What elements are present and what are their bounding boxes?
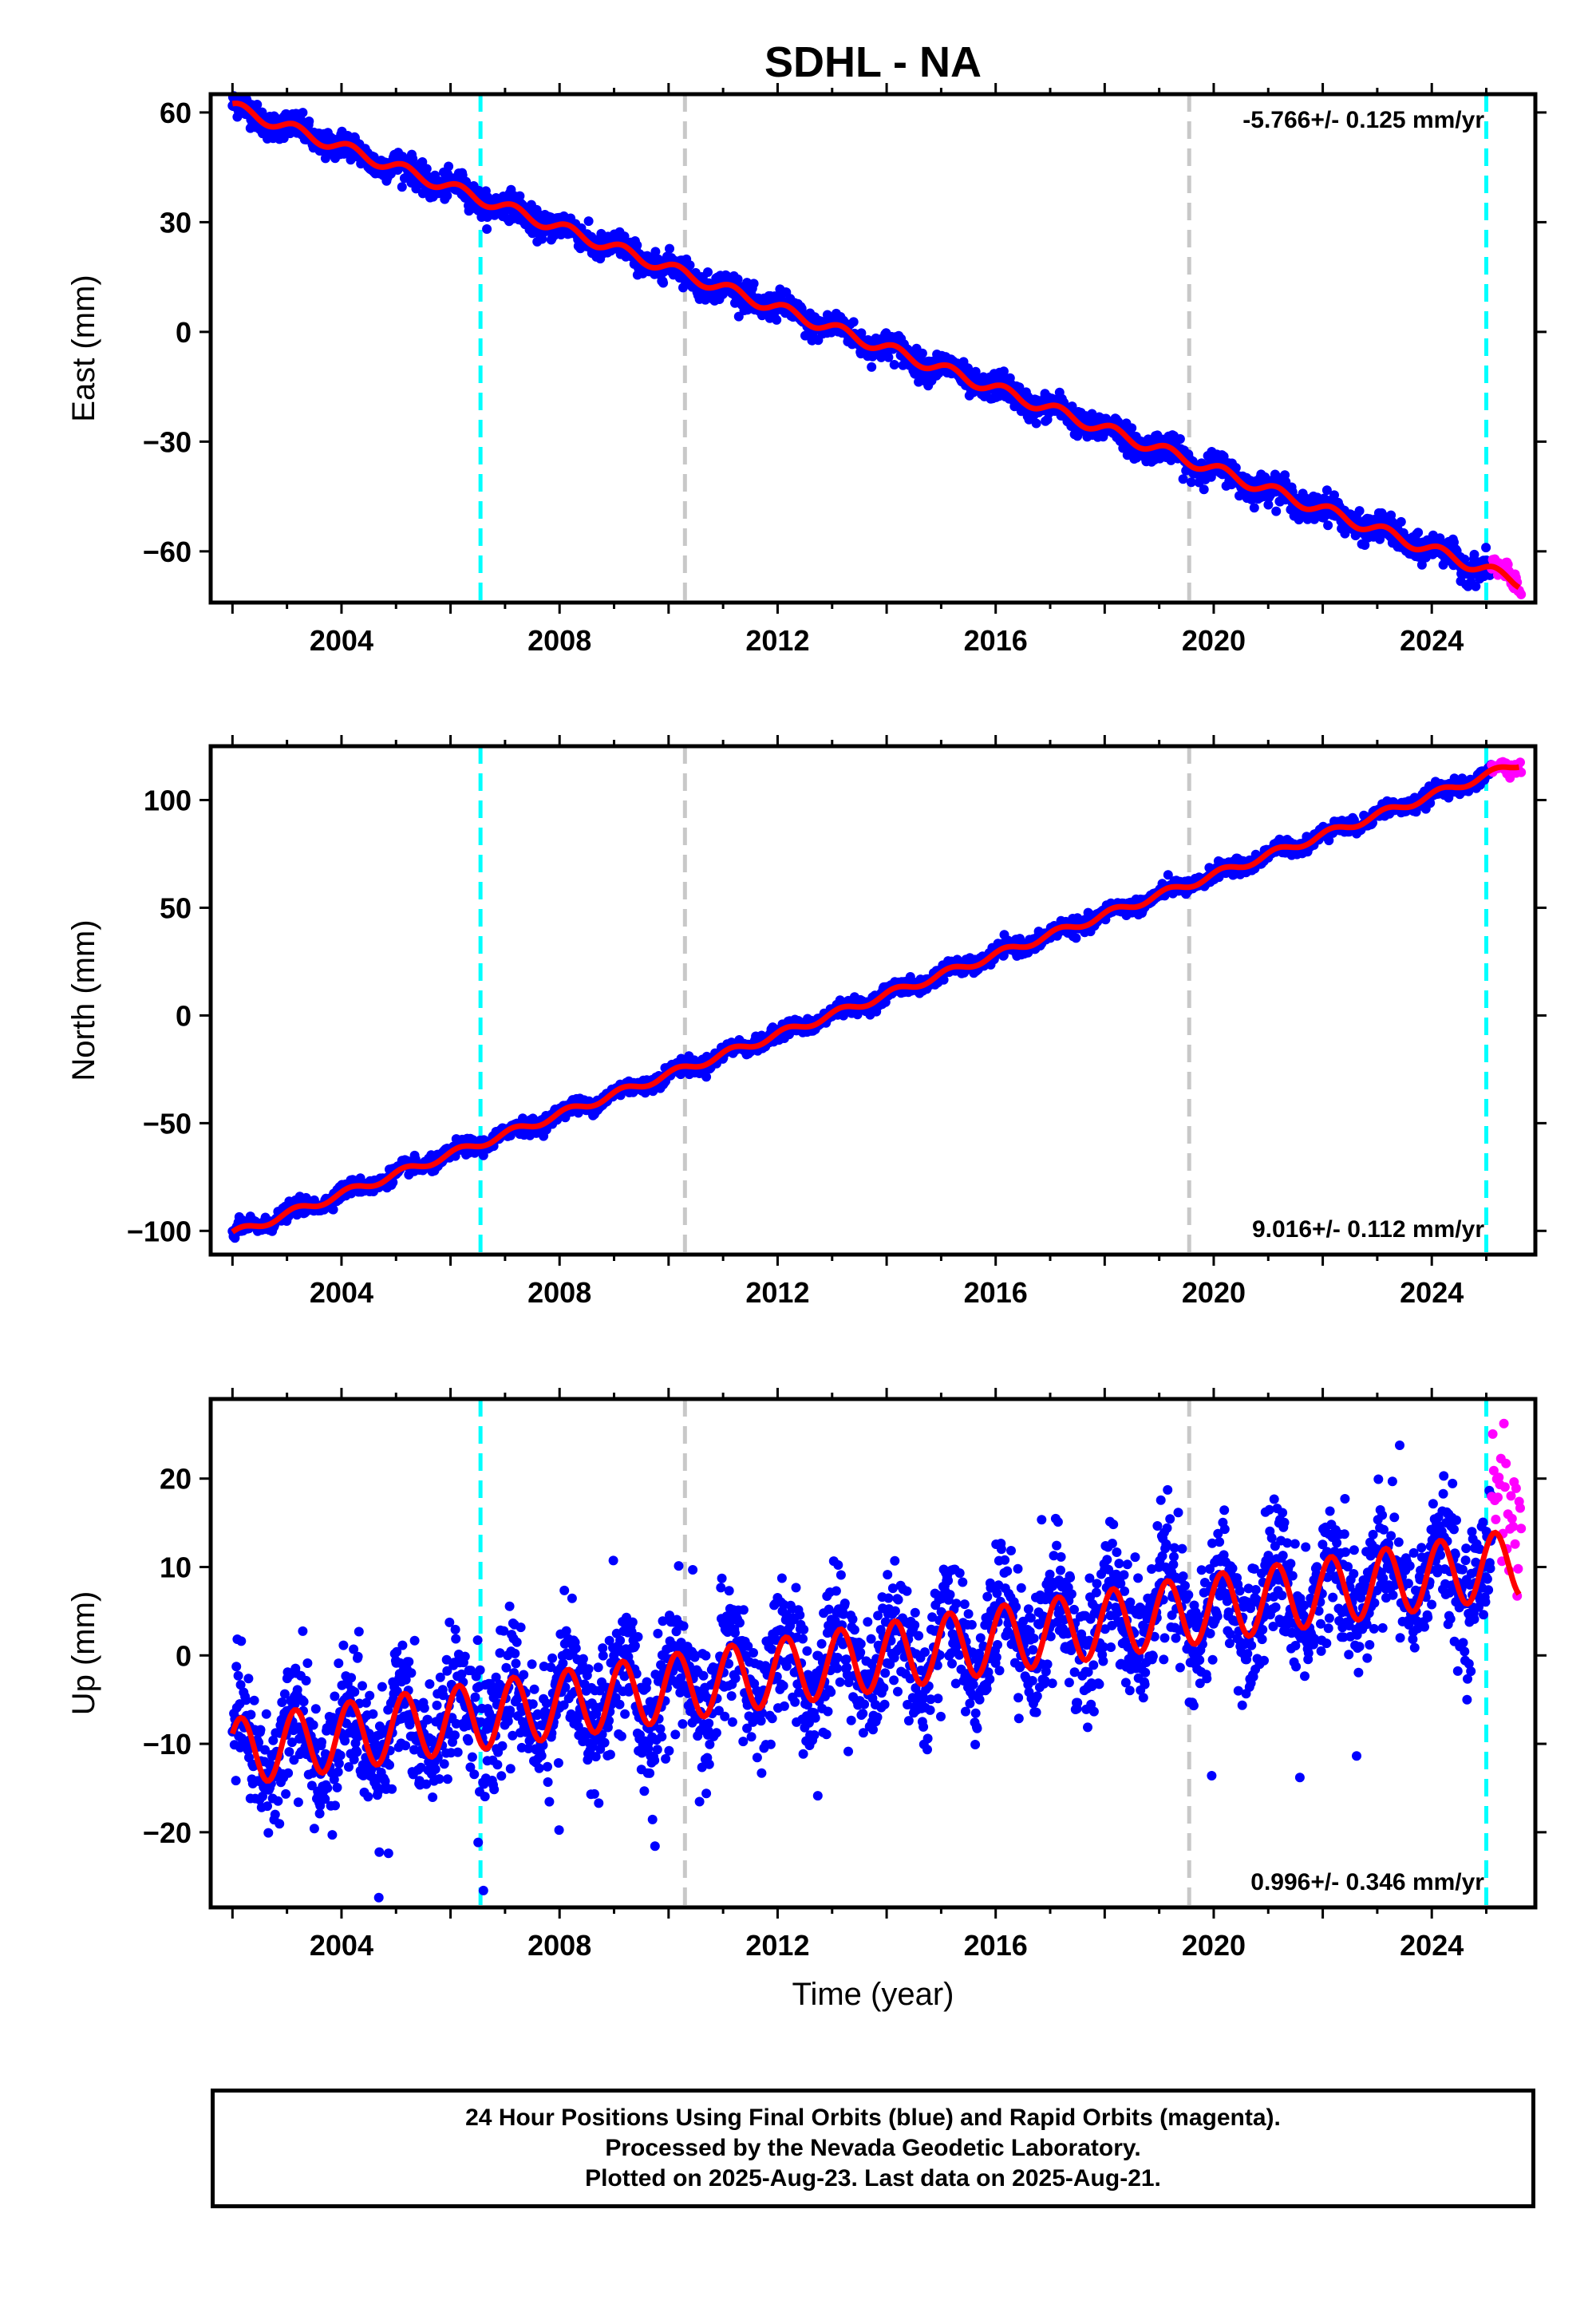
east-final-orbit-point	[1175, 434, 1185, 444]
north-final-orbit-point	[1071, 933, 1081, 943]
east-final-orbit-point	[1031, 418, 1041, 429]
east-final-orbit-point	[298, 108, 308, 118]
east-final-orbit-point	[252, 100, 263, 109]
east-final-orbit-point	[917, 348, 927, 358]
east-final-orbit-point	[749, 279, 759, 289]
east-final-orbit-point	[1127, 423, 1137, 433]
east-x-tick-label: 2016	[964, 624, 1028, 657]
east-axis-label: East (mm)	[66, 275, 101, 421]
east-final-orbit-point	[772, 314, 782, 325]
east-y-tick-label: −60	[143, 536, 192, 568]
east-final-orbit-point	[1199, 484, 1209, 495]
north-final-orbit-point	[701, 1072, 712, 1082]
east-final-orbit-point	[482, 224, 492, 234]
east-final-orbit-point	[1481, 543, 1491, 553]
east-final-orbit-point	[537, 234, 547, 244]
east-final-orbit-point	[632, 240, 642, 251]
east-final-orbit-point	[442, 191, 452, 201]
east-final-orbit-point	[417, 157, 428, 167]
east-final-orbit-point	[685, 260, 695, 271]
east-final-orbit-point	[397, 182, 407, 192]
east-final-orbit-point	[583, 216, 594, 227]
east-final-orbit-point	[889, 360, 899, 370]
east-x-tick-label: 2024	[1400, 624, 1464, 657]
east-final-orbit-point	[421, 164, 432, 174]
east-final-orbit-point	[658, 278, 669, 288]
east-final-orbit-point	[1271, 506, 1282, 516]
east-final-orbit-point	[1323, 520, 1333, 531]
figure-title: SDHL - NA	[764, 38, 982, 86]
east-final-orbit-point	[304, 117, 314, 126]
east-x-tick-label: 2020	[1182, 624, 1246, 657]
east-x-tick-label: 2004	[310, 624, 373, 657]
east-final-orbit-point	[703, 267, 713, 277]
east-rapid-orbit-point	[1516, 589, 1527, 599]
east-final-orbit-point	[848, 317, 859, 327]
east-final-orbit-point	[733, 274, 743, 284]
east-panel: 2004 2008 2012 2016 2020 2024 −60 −30 0 30 60 East…	[66, 83, 1547, 657]
east-final-orbit-point	[1178, 474, 1188, 484]
east-final-orbit-point	[1396, 516, 1406, 527]
east-y-tick-label: 60	[160, 97, 192, 129]
east-final-orbit-point	[1354, 506, 1365, 516]
north-final-orbit-point	[328, 1204, 338, 1215]
east-final-orbit-point	[1413, 528, 1424, 538]
east-final-orbit-point	[444, 161, 454, 172]
east-rate-label: -5.766+/- 0.125 mm/yr	[1242, 107, 1484, 133]
east-y-tick-label: −30	[143, 425, 192, 458]
east-final-orbit-point	[1249, 503, 1259, 513]
east-final-orbit-point	[515, 191, 525, 201]
east-final-orbit-point	[867, 362, 877, 372]
east-x-tick-label: 2008	[527, 624, 591, 657]
east-y-tick-label: 0	[176, 316, 192, 349]
east-final-orbit-point	[665, 243, 674, 254]
east-y-tick-label: 30	[160, 206, 192, 239]
east-x-tick-label: 2012	[745, 624, 809, 657]
east-final-orbit-point	[650, 247, 661, 257]
